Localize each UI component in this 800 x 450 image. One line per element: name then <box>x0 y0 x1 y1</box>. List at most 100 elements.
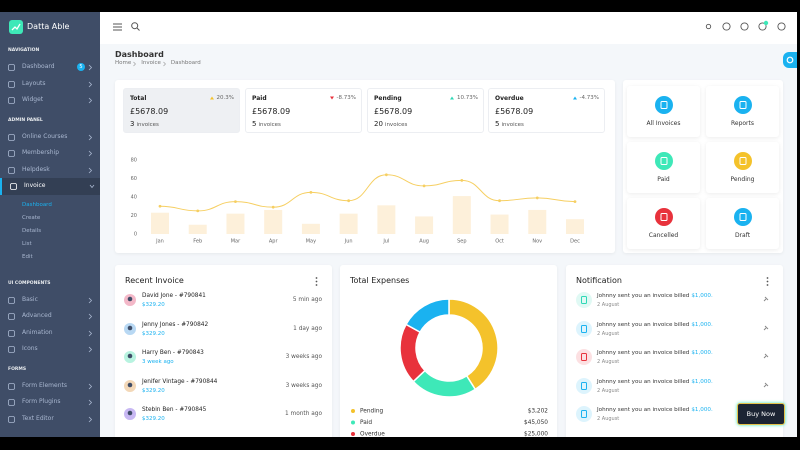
nav-icon-shape <box>8 150 15 157</box>
line-point <box>573 200 577 204</box>
quick-action-tile[interactable]: Reports <box>706 86 779 137</box>
icon-bg <box>654 152 673 170</box>
stat-card[interactable]: Total 20.3% £5678.09 3 invoices <box>123 88 240 133</box>
menu-toggle[interactable] <box>113 23 122 31</box>
settings-tab[interactable] <box>783 52 797 68</box>
nav-item[interactable]: Membership <box>0 145 100 162</box>
stat-unit: invoices <box>136 121 159 128</box>
quick-action-icon <box>733 96 752 114</box>
nav-label: Dashboard <box>22 63 55 70</box>
nav-item[interactable]: Animation <box>0 325 100 342</box>
icon-glyph <box>581 353 587 361</box>
nav-icon <box>8 382 15 390</box>
invoice-time: 5 min ago <box>292 297 322 303</box>
brand-name: Datta Able <box>27 22 70 31</box>
notification-dot <box>763 20 769 26</box>
stat-unit: invoices <box>258 121 281 128</box>
invoice-sub: 3 week ago <box>142 359 174 365</box>
notification-icon <box>576 377 592 394</box>
quick-action-icon <box>733 152 752 170</box>
breadcrumb-item[interactable]: Invoice <box>141 60 161 66</box>
quick-action-tile[interactable]: Pending <box>706 142 779 193</box>
header-icon[interactable] <box>704 22 713 31</box>
icon-glyph <box>581 410 587 418</box>
chevron <box>88 346 93 353</box>
legend-label: Paid <box>360 420 372 426</box>
stat-card[interactable]: Overdue -4.73% £5678.09 5 invoices <box>488 88 605 133</box>
nav-subitem[interactable]: List <box>22 240 32 247</box>
stat-change: -8.73% <box>336 95 356 101</box>
nav-item[interactable]: Layouts <box>0 76 100 93</box>
chevron <box>88 64 93 71</box>
line-point <box>422 184 426 188</box>
nav-item[interactable]: Advanced <box>0 308 100 325</box>
chevron <box>88 416 93 422</box>
more-button[interactable] <box>766 277 769 286</box>
nav-item[interactable]: Invoice <box>0 178 100 195</box>
nav-icon <box>8 150 15 157</box>
stat-amount: £5678.09 <box>130 107 169 116</box>
nav-item[interactable]: Form Plugins <box>0 394 100 411</box>
breadcrumb-item: Dashboard <box>170 60 201 66</box>
stat-card[interactable]: Pending 10.73% £5678.09 20 invoices <box>367 88 484 133</box>
header-icon[interactable] <box>722 22 731 31</box>
nav-subitem[interactable]: Edit <box>22 253 33 260</box>
top-header <box>100 12 797 44</box>
pin-button[interactable] <box>763 325 769 331</box>
header-icon[interactable] <box>740 22 749 31</box>
legend-amount: $45,050 <box>524 420 548 426</box>
nav-label: Helpdesk <box>22 165 50 173</box>
header-icon[interactable] <box>777 22 786 31</box>
nav-section-title: UI COMPONENTS <box>8 280 51 286</box>
legend-label: Pending <box>360 409 383 415</box>
chevron <box>88 134 93 140</box>
breadcrumb-item[interactable]: Home <box>115 60 132 66</box>
nav-item[interactable]: Basic <box>0 292 100 309</box>
line <box>159 174 576 212</box>
quick-action-tile[interactable]: Cancelled <box>627 198 700 249</box>
nav-chevron <box>88 134 93 140</box>
dot <box>315 284 318 286</box>
header-icon[interactable] <box>758 20 769 31</box>
search-button[interactable] <box>131 22 140 31</box>
nav-item[interactable]: Widget <box>0 92 100 109</box>
invoice-name: Jenny Jones - #790842 <box>142 321 209 328</box>
quick-action-tile[interactable]: Paid <box>627 142 700 193</box>
pin <box>763 353 769 359</box>
buy-now-button[interactable]: Buy Now <box>737 403 785 425</box>
stat-card[interactable]: Paid -8.73% £5678.09 5 invoices <box>245 88 362 133</box>
nav-item[interactable]: Helpdesk <box>0 162 100 179</box>
line-point <box>384 173 388 177</box>
nav-item[interactable]: Form Elements <box>0 378 100 395</box>
pin-button[interactable] <box>763 296 769 302</box>
icon-glyph <box>660 101 667 109</box>
quick-action-label: Cancelled <box>648 232 679 239</box>
nav-item[interactable]: Text Editor <box>0 411 100 428</box>
nav-subitem[interactable]: Details <box>22 227 42 234</box>
quick-action-icon <box>733 208 752 226</box>
nav-item[interactable]: Online Courses <box>0 129 100 146</box>
icon-bg <box>654 96 673 114</box>
quick-action-tile[interactable]: All Invoices <box>627 86 700 137</box>
nav-subitem[interactable]: Dashboard <box>22 201 52 208</box>
pin-button[interactable] <box>763 353 769 359</box>
nav-chevron <box>88 297 93 303</box>
legend-amount: $3,202 <box>528 409 549 415</box>
sidebar: Datta Able NAVIGATION Dashboard 5 Layouts Wid… <box>0 12 100 437</box>
quick-action-tile[interactable]: Draft <box>706 198 779 249</box>
y-tick-label: 40 <box>131 195 137 201</box>
more-button[interactable] <box>315 277 318 286</box>
nav-icon-shape <box>8 329 15 337</box>
avatar <box>124 322 136 335</box>
icon-bg <box>733 96 752 114</box>
nav-badge: 5 <box>77 63 85 71</box>
nav-subitem[interactable]: Create <box>22 214 41 221</box>
avatar <box>124 294 136 306</box>
nav-label: Widget <box>22 96 44 103</box>
icon-shape <box>777 22 786 31</box>
bar <box>566 219 584 234</box>
nav-item[interactable]: Icons <box>0 341 100 358</box>
pin-button[interactable] <box>763 382 769 388</box>
nav-item[interactable]: Dashboard 5 <box>0 59 100 76</box>
legend-swatch <box>351 432 355 436</box>
